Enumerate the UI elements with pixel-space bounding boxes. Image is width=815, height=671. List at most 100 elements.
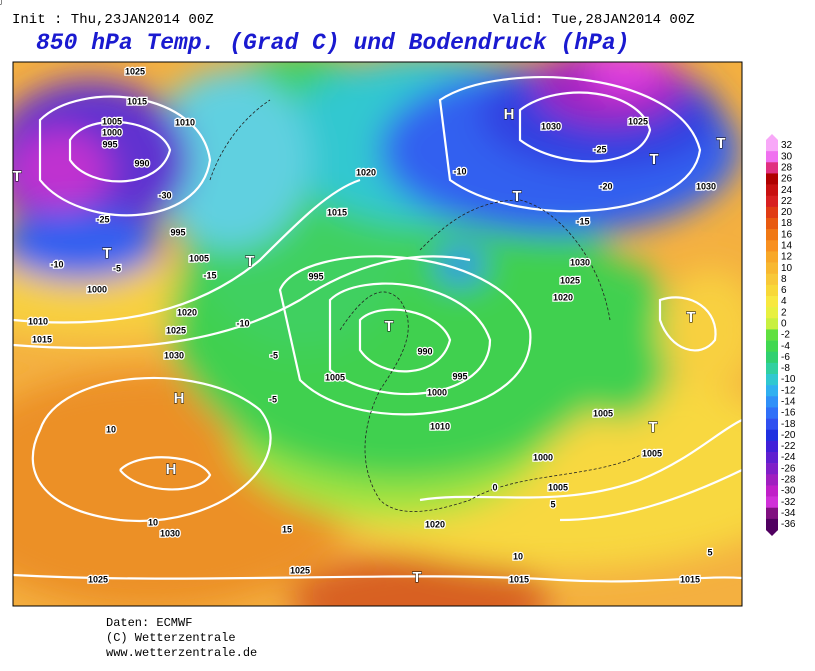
colorbar-label: 16 (781, 229, 793, 240)
contour-label: 1010 (28, 316, 48, 326)
contour-label: 1005 (593, 408, 613, 418)
contour-label: 1020 (177, 307, 197, 317)
colorbar-label: 6 (781, 285, 787, 296)
colorbar-label: -6 (781, 352, 790, 363)
contour-label: 990 (134, 158, 149, 168)
colorbar-label: 0 (781, 318, 787, 329)
colorbar-label: -36 (781, 519, 796, 530)
colorbar-segment (766, 151, 778, 163)
contour-label: 5 (550, 499, 555, 509)
colorbar-label: 30 (781, 151, 793, 162)
contour-label: 1025 (628, 116, 648, 126)
colorbar-label: 24 (781, 185, 793, 196)
contour-label: 1025 (290, 565, 310, 575)
contour-label: 1025 (166, 325, 186, 335)
contour-label: 1025 (125, 66, 145, 76)
colorbar-label: 8 (781, 274, 787, 285)
contour-label: 1025 (560, 275, 580, 285)
colorbar-segment (766, 195, 778, 208)
pressure-center-label: H (504, 106, 515, 123)
colorbar-segment (766, 307, 778, 319)
colorbar-segment (766, 452, 778, 464)
colorbar-label: -28 (781, 474, 796, 485)
colorbar-label: 32 (781, 140, 793, 151)
colorbar-label: -32 (781, 497, 796, 508)
contour-label: 995 (102, 139, 117, 149)
colorbar-label: 10 (781, 263, 793, 274)
pressure-center-label: T (686, 309, 695, 326)
contour-label: 10 (106, 424, 116, 434)
colorbar-segment (766, 318, 778, 330)
colorbar-segment (766, 429, 778, 442)
contour-label: 1005 (548, 482, 568, 492)
footer-line: (C) Wetterzentrale (106, 631, 236, 645)
colorbar-label: -18 (781, 419, 796, 430)
colorbar-label: 14 (781, 240, 793, 251)
contour-label: -5 (113, 263, 121, 273)
colorbar-label: -12 (781, 385, 796, 396)
footer-line: Daten: ECMWF (106, 616, 192, 630)
contour-label: 1000 (87, 284, 107, 294)
contour-label: -20 (599, 181, 612, 191)
contour-label: 1030 (541, 121, 561, 131)
colorbar-label: -4 (781, 341, 790, 352)
contour-label: 995 (452, 371, 467, 381)
colorbar-label: -22 (781, 441, 796, 452)
pressure-center-label: T (245, 253, 254, 270)
pressure-center-label: T (649, 151, 658, 168)
colorbar-segment (766, 229, 778, 241)
contour-label: 990 (417, 346, 432, 356)
contour-label: -15 (203, 270, 216, 280)
colorbar-label: -30 (781, 486, 796, 497)
colorbar-segment (766, 284, 778, 297)
contour-label: 5 (707, 547, 712, 557)
contour-label: 1030 (570, 257, 590, 267)
contour-label: 1015 (127, 96, 147, 106)
contour-label: 1020 (425, 519, 445, 529)
pressure-center-label: T (0, 0, 5, 8)
colorbar-segment (766, 463, 778, 475)
valid-time: Valid: Tue,28JAN2014 00Z (493, 12, 695, 28)
pressure-center-label: H (174, 390, 185, 407)
contour-label: -30 (158, 190, 171, 200)
colorbar-label: -10 (781, 374, 796, 385)
colorbar-segment (766, 496, 778, 509)
colorbar-segment (766, 385, 778, 397)
colorbar-label: 22 (781, 196, 793, 207)
map (13, 62, 742, 606)
contour-label: -15 (576, 216, 589, 226)
colorbar-segment (766, 218, 778, 230)
contour-label: -10 (50, 259, 63, 269)
contour-label: 1025 (88, 574, 108, 584)
colorbar-segment (766, 440, 778, 453)
pressure-center-label: T (384, 318, 393, 335)
contour-label: 1000 (427, 387, 447, 397)
contour-label: 1015 (509, 574, 529, 584)
colorbar-label: -20 (781, 430, 796, 441)
colorbar-label: 26 (781, 174, 793, 185)
contour-label: 1010 (175, 117, 195, 127)
contour-label: 1030 (164, 350, 184, 360)
colorbar-segment (766, 374, 778, 386)
colorbar-segment (766, 351, 778, 364)
colorbar-segment (766, 273, 778, 286)
contour-label: 1015 (32, 334, 52, 344)
contour-label: 1015 (680, 574, 700, 584)
colorbar-segment (766, 396, 778, 408)
colorbar-label: -26 (781, 463, 796, 474)
colorbar-segment (766, 262, 778, 275)
colorbar-segment (766, 173, 778, 185)
colorbar-cap (766, 530, 778, 536)
colorbar-label: 2 (781, 307, 787, 318)
contour-label: 1020 (356, 167, 376, 177)
pressure-center-label: T (648, 419, 657, 436)
colorbar-segment (766, 407, 778, 419)
colorbar-label: 18 (781, 218, 793, 229)
pressure-center-label: T (102, 245, 111, 262)
contour-label: 1030 (696, 181, 716, 191)
colorbar-label: 28 (781, 162, 793, 173)
colorbar-segment (766, 507, 778, 520)
contour-label: 1005 (642, 448, 662, 458)
pressure-center-label: T (512, 188, 521, 205)
